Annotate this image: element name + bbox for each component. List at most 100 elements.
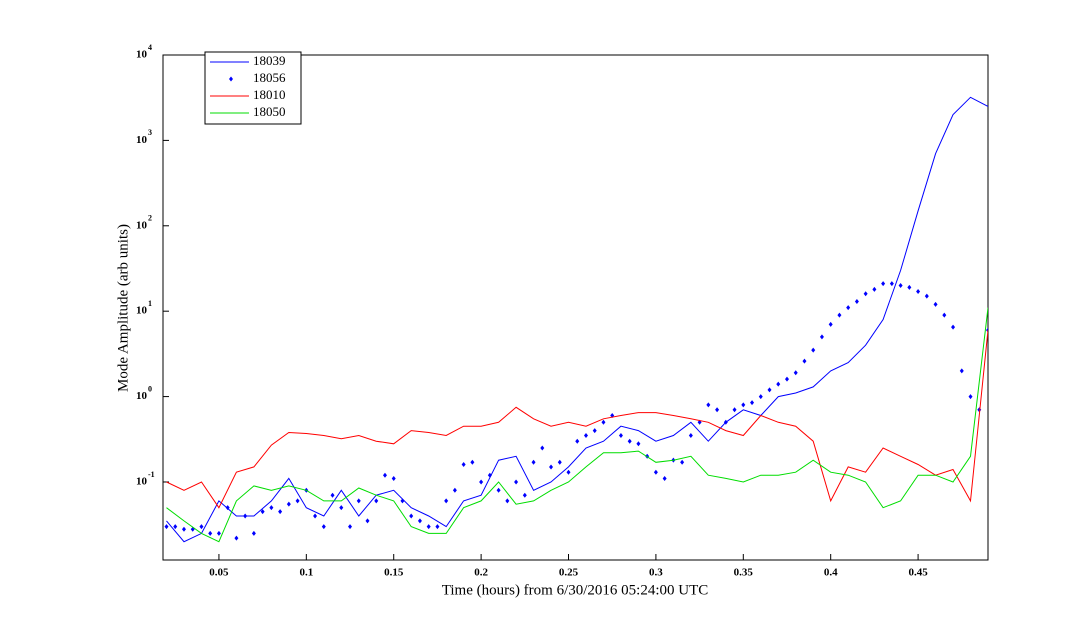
dot (461, 462, 466, 468)
dot (278, 509, 283, 515)
dot (907, 284, 912, 290)
dot (758, 394, 763, 400)
dot (313, 513, 318, 519)
dot (784, 376, 789, 382)
dot (854, 298, 859, 304)
dot (872, 286, 877, 292)
dot (898, 282, 903, 288)
dot (881, 281, 886, 287)
dot (216, 530, 221, 536)
dot (636, 441, 641, 447)
series-line (166, 96, 988, 543)
dot (382, 472, 387, 478)
dot (295, 498, 300, 504)
y-tick-label: 10 (136, 476, 148, 488)
dot (767, 387, 772, 393)
y-tick-exponent: 1 (148, 299, 152, 308)
dot (400, 498, 405, 504)
dot (435, 524, 440, 530)
dot (426, 524, 431, 530)
dot (505, 498, 510, 504)
dot (409, 513, 414, 519)
plot-area (164, 96, 988, 543)
y-tick-label: 10 (136, 390, 148, 402)
dot (959, 368, 964, 374)
series-line (166, 330, 988, 509)
dot (479, 479, 484, 485)
dot (793, 370, 798, 376)
dot (374, 498, 379, 504)
y-tick-label: 10 (136, 305, 148, 317)
dot (391, 475, 396, 481)
x-tick-label: 0.05 (209, 567, 229, 579)
dot (181, 526, 186, 532)
legend-box (204, 51, 302, 125)
dot (522, 492, 527, 498)
dot (741, 402, 746, 408)
dot (260, 509, 265, 515)
y-tick-label: 10 (136, 219, 148, 231)
dot (330, 492, 335, 498)
y-tick-exponent: -1 (148, 470, 155, 479)
dot (444, 498, 449, 504)
legend-label: 18010 (253, 87, 286, 102)
dot (365, 518, 370, 524)
dot (286, 501, 291, 507)
dot (575, 438, 580, 444)
x-tick-label: 0.4 (824, 567, 838, 579)
dot (846, 305, 851, 311)
dot (723, 419, 728, 425)
dot (514, 479, 519, 485)
x-tick-label: 0.35 (734, 567, 754, 579)
dot (583, 433, 588, 439)
dot (199, 524, 204, 530)
dot (540, 445, 545, 451)
dot (715, 407, 720, 413)
y-tick-exponent: 0 (148, 384, 152, 393)
y-tick-exponent: 2 (148, 214, 152, 223)
dot (348, 524, 353, 530)
y-tick-label: 10 (136, 134, 148, 146)
legend-label: 18050 (253, 104, 286, 119)
dot (933, 301, 938, 307)
dot (592, 428, 597, 434)
dot (802, 358, 807, 364)
dot (487, 472, 492, 478)
dot (942, 312, 947, 318)
dot (819, 334, 824, 340)
dot (339, 505, 344, 511)
dot (173, 524, 178, 530)
x-tick-label: 0.1 (299, 567, 313, 579)
dot (680, 459, 685, 465)
dot (706, 402, 711, 408)
legend-marker (229, 76, 233, 82)
legend-label: 18039 (253, 53, 286, 68)
dot (863, 291, 868, 297)
series-line (166, 307, 988, 543)
dot (653, 469, 658, 475)
dot (662, 475, 667, 481)
y-tick-exponent: 3 (148, 128, 152, 137)
dot (811, 347, 816, 353)
x-tick-label: 0.45 (908, 567, 928, 579)
dot (924, 293, 929, 299)
dot (566, 469, 571, 475)
dot (601, 419, 606, 425)
y-tick-label: 10 (136, 49, 148, 61)
x-tick-label: 0.2 (474, 567, 488, 579)
dot (417, 518, 422, 524)
dot (951, 324, 956, 330)
dot (269, 505, 274, 511)
dot (732, 407, 737, 413)
dot (968, 394, 973, 400)
x-axis-label: Time (hours) from 6/30/2016 05:24:00 UTC (442, 582, 709, 598)
dot (496, 487, 501, 493)
dot (618, 433, 623, 439)
dot (234, 535, 239, 541)
dot (837, 312, 842, 318)
x-tick-label: 0.3 (649, 567, 663, 579)
dot (776, 381, 781, 387)
dot (356, 498, 361, 504)
dot (627, 438, 632, 444)
